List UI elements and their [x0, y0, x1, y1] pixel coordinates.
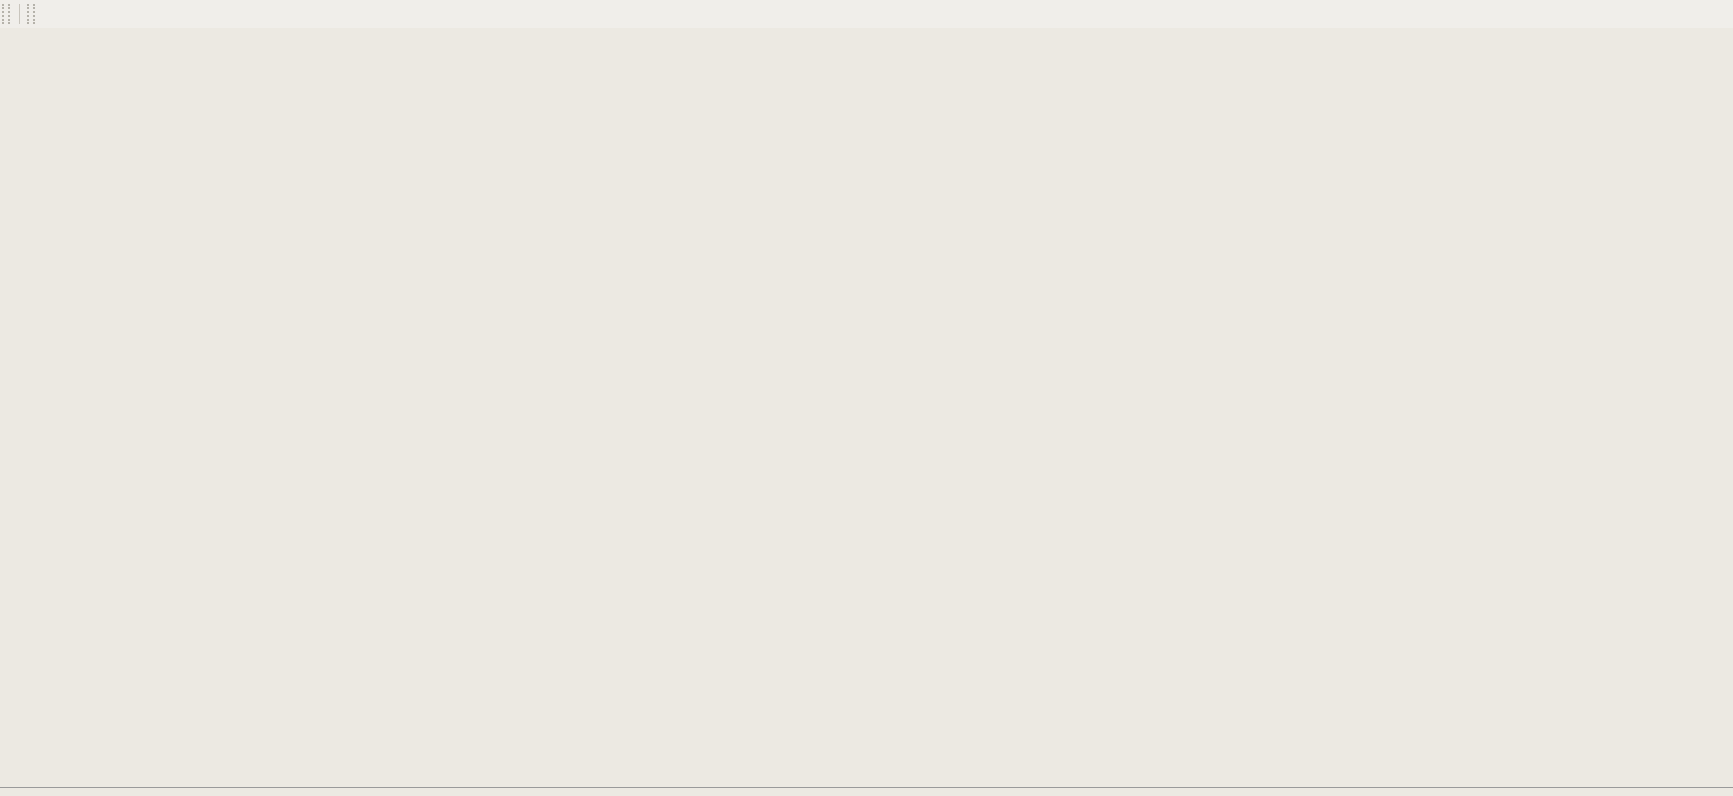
toolbar-separator [19, 4, 20, 24]
toolbar-grip[interactable] [2, 4, 10, 24]
status-bar [0, 787, 1733, 796]
toolbar-grip-2[interactable] [27, 4, 35, 24]
chart-title [8, 61, 13, 73]
chart-window [0, 28, 1733, 795]
top-toolbar [0, 0, 1733, 29]
